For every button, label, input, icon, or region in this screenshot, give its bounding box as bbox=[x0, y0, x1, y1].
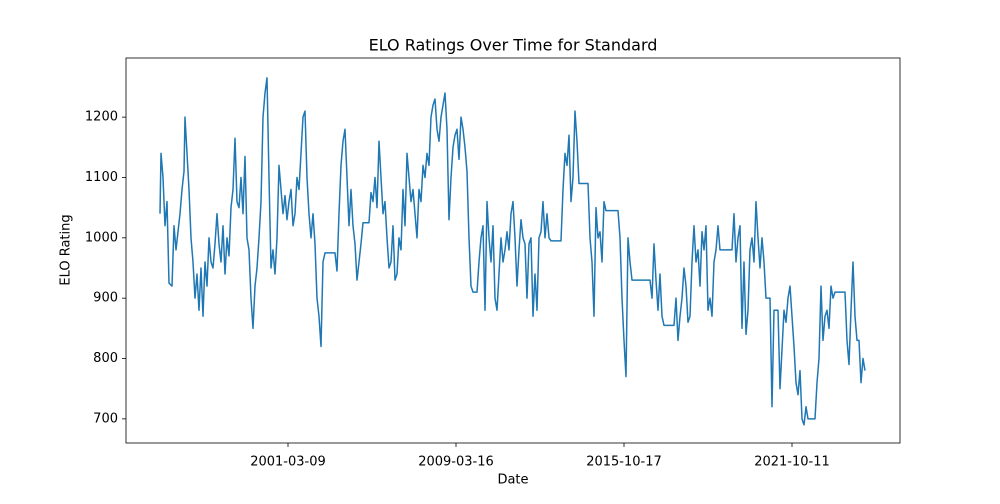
y-tick-label: 700 bbox=[93, 411, 118, 426]
series-line bbox=[159, 77, 866, 426]
x-tick-label: 2009-03-16 bbox=[418, 455, 494, 470]
y-tick-label: 1100 bbox=[85, 170, 118, 185]
y-axis-label: ELO Rating bbox=[59, 214, 74, 285]
plot-frame bbox=[125, 57, 901, 444]
x-tick-label: 2021-10-11 bbox=[754, 455, 830, 470]
x-axis-label: Date bbox=[497, 473, 528, 488]
x-tick-label: 2001-03-09 bbox=[250, 455, 326, 470]
x-tick-label: 2015-10-17 bbox=[586, 455, 662, 470]
chart-title: ELO Ratings Over Time for Standard bbox=[369, 36, 658, 55]
y-tick-label: 900 bbox=[93, 291, 118, 306]
y-tick-label: 1000 bbox=[85, 230, 118, 245]
y-tick-label: 1200 bbox=[85, 110, 118, 125]
y-tick-label: 800 bbox=[93, 351, 118, 366]
